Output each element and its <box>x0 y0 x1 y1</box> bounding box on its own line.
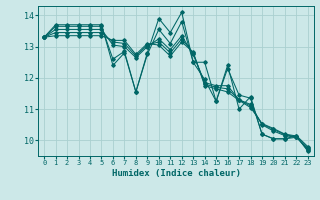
X-axis label: Humidex (Indice chaleur): Humidex (Indice chaleur) <box>111 169 241 178</box>
